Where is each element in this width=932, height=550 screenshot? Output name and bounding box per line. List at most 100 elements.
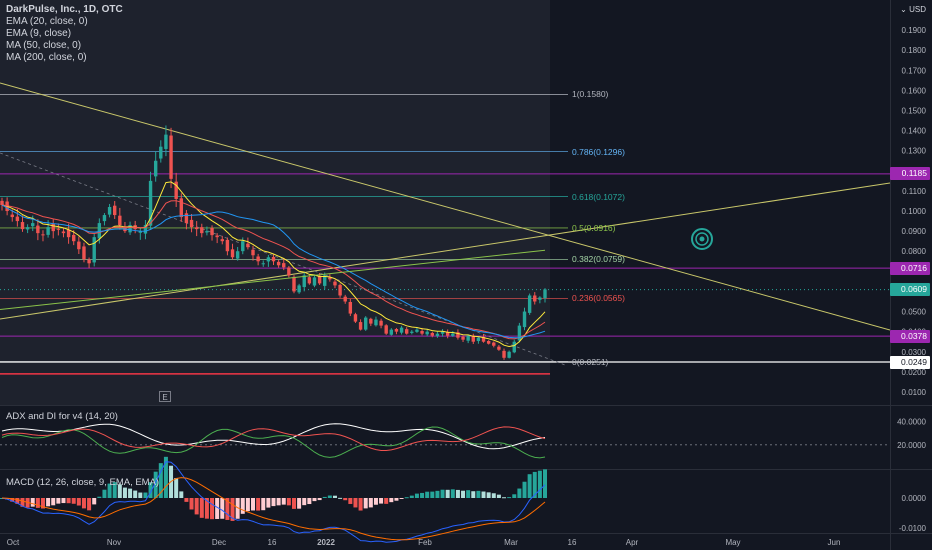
macd-histogram-bar <box>353 498 358 508</box>
candle-body <box>471 335 475 342</box>
price-badge[interactable]: 0.0249 <box>890 355 930 369</box>
y-tick-label: 0.1800 <box>902 46 927 55</box>
candle-body <box>430 332 435 336</box>
candle-body <box>527 295 532 313</box>
candle-body <box>420 330 424 334</box>
x-tick-label: May <box>725 538 740 547</box>
candle-body <box>15 216 20 222</box>
currency-label[interactable]: ⌄ USD <box>900 5 926 14</box>
macd-histogram-bar <box>138 492 143 498</box>
candle-body <box>143 225 148 234</box>
macd-signal-line <box>1 477 546 541</box>
macd-histogram-bar <box>245 498 250 512</box>
candle-body <box>328 277 332 280</box>
candle-body <box>256 256 260 262</box>
candle-body <box>358 322 363 330</box>
macd-histogram-bar <box>102 489 107 498</box>
candle-body <box>220 239 224 242</box>
candle-body <box>97 223 102 239</box>
price-badge[interactable]: 0.1185 <box>890 167 930 181</box>
chevron-down-icon: ⌄ <box>900 5 907 14</box>
x-tick-label: 16 <box>268 538 277 547</box>
macd-histogram-bar <box>128 488 133 498</box>
x-tick-label: 16 <box>568 538 577 547</box>
y-tick-label: 0.1000 <box>902 207 927 216</box>
y-tick-label: 0.1300 <box>902 147 927 156</box>
candle-body <box>46 227 50 235</box>
macd-histogram <box>0 456 547 521</box>
candle-body <box>153 160 158 177</box>
macd-histogram-bar <box>20 498 25 507</box>
candle-body <box>512 341 516 353</box>
macd-histogram-bar <box>51 498 56 506</box>
macd-histogram-bar <box>440 489 445 498</box>
candle-body <box>107 207 112 215</box>
macd-histogram-bar <box>189 498 194 510</box>
candle-body <box>174 181 178 199</box>
adx-y-tick: 20.0000 <box>897 441 926 450</box>
candle-body <box>538 297 542 300</box>
macd-histogram-bar <box>112 482 117 498</box>
candle-body <box>374 319 378 326</box>
adx-pane-label[interactable]: ADX and DI for v4 (14, 20) <box>6 411 118 422</box>
macd-histogram-bar <box>35 498 40 508</box>
macd-histogram-bar <box>343 498 348 501</box>
price-badge[interactable]: 0.0716 <box>890 261 930 275</box>
candle-body <box>353 314 358 322</box>
candle-body <box>230 249 235 258</box>
macd-histogram-bar <box>153 471 158 498</box>
earnings-badge[interactable]: E <box>159 391 171 402</box>
candle-body <box>507 351 511 358</box>
candle-body <box>225 239 230 252</box>
macd-histogram-bar <box>40 498 45 509</box>
candle-body <box>241 241 245 252</box>
fib-label: 0(0.0251) <box>572 356 609 367</box>
macd-histogram-bar <box>481 491 486 498</box>
candle-body <box>522 311 527 328</box>
candle-body <box>451 333 455 336</box>
candle-body <box>251 249 255 256</box>
candle-body <box>338 284 342 296</box>
candle-body <box>369 318 373 324</box>
y-tick-label: 0.1400 <box>902 127 927 136</box>
macd-histogram-bar <box>420 492 425 498</box>
candle-body <box>246 243 250 248</box>
macd-histogram-bar <box>81 498 86 509</box>
macd-histogram-bar <box>184 498 189 502</box>
candle-body <box>389 329 394 335</box>
price-badge[interactable]: 0.0609 <box>890 283 930 297</box>
candle-body <box>497 346 501 350</box>
candle-body <box>235 251 240 259</box>
macd-histogram-bar <box>87 498 92 511</box>
macd-histogram-bar <box>71 498 76 504</box>
macd-pane-label[interactable]: MACD (12, 26, close, 9, EMA, EMA) <box>6 477 160 488</box>
candle-body <box>169 135 173 179</box>
candle-body <box>425 331 429 335</box>
macd-histogram-bar <box>425 491 430 498</box>
price-badge[interactable]: 0.0378 <box>890 329 930 343</box>
macd-histogram-bar <box>76 498 81 506</box>
y-tick-label: 0.1600 <box>902 86 927 95</box>
macd-histogram-bar <box>409 495 414 498</box>
ma50-line <box>1 204 546 339</box>
macd-histogram-bar <box>476 490 481 498</box>
macd-histogram-bar <box>404 497 409 499</box>
macd-histogram-bar <box>56 498 61 504</box>
macd-histogram-bar <box>251 498 256 511</box>
y-tick-label: 0.1700 <box>902 66 927 75</box>
candle-body <box>72 234 76 242</box>
macd-histogram-bar <box>266 498 271 508</box>
dashed-trend-line <box>0 152 566 366</box>
y-tick-label: 0.1100 <box>902 187 926 196</box>
ema20-line <box>1 200 546 340</box>
candle-body <box>456 332 460 338</box>
y-tick-label: 0.1500 <box>902 107 927 116</box>
macd-histogram-bar <box>256 498 261 511</box>
candle-body <box>502 350 506 358</box>
candle-body <box>533 295 537 302</box>
macd-histogram-bar <box>66 498 71 504</box>
macd-histogram-bar <box>133 490 138 498</box>
macd-histogram-bar <box>532 471 537 498</box>
x-tick-label: 2022 <box>317 538 335 547</box>
